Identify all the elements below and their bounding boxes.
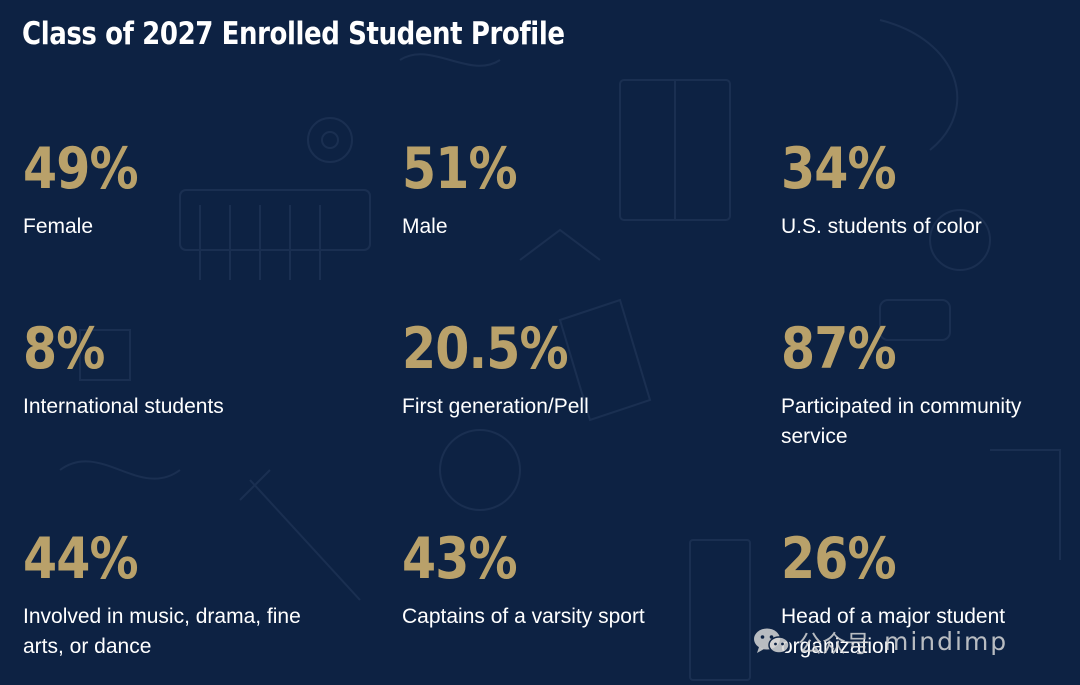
stat-value: 34% [781,136,897,202]
watermark-name: mindimp [884,626,1009,656]
stat-first-generation: 20.5% First generation/Pell [402,319,692,422]
stat-value: 43% [402,526,518,592]
stat-arts: 44% Involved in music, drama, fine arts,… [23,529,313,662]
stat-value: 49% [23,136,139,202]
stat-label: Female [23,215,94,238]
stat-label: Involved in music, drama, fine arts, or … [23,605,301,658]
stat-value: 44% [23,526,139,592]
wechat-icon [754,628,790,654]
stat-value: 26% [781,526,897,592]
page-title: Class of 2027 Enrolled Student Profile [22,16,565,52]
stat-value: 51% [402,136,518,202]
stat-varsity-captains: 43% Captains of a varsity sport [402,529,692,632]
stat-value: 20.5% [402,316,569,382]
stat-community-service: 87% Participated in community service [781,319,1071,452]
watermark-label: 公众号 [798,629,870,658]
stat-student-org-heads: 26% Head of a major student organization [781,529,1071,662]
watermark: 公众号 mindimp [752,621,1008,661]
stat-students-of-color: 34% U.S. students of color [781,139,1071,242]
stat-label: Captains of a varsity sport [402,605,645,628]
stat-label: Male [402,215,448,238]
stat-male: 51% Male [402,139,692,242]
stat-international: 8% International students [23,319,313,422]
stat-female: 49% Female [23,139,313,242]
stat-label: First generation/Pell [402,395,589,418]
stat-value: 87% [781,316,897,382]
stat-label: Head of a major student organization [781,605,1006,658]
stat-label: U.S. students of color [781,215,982,238]
stat-label: Participated in community service [781,395,1022,448]
stat-label: International students [23,395,224,418]
stat-value: 8% [23,316,105,382]
